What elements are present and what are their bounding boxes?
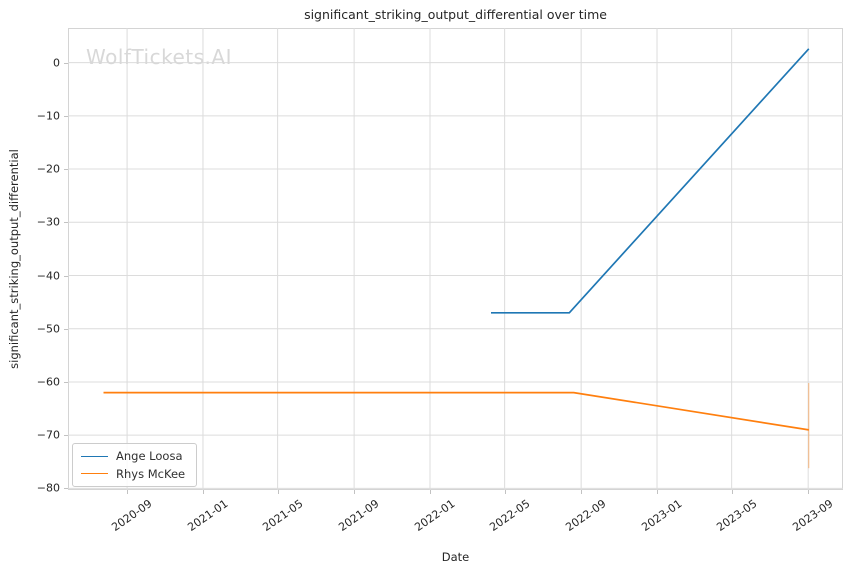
y-tick-label: −70 [36, 428, 60, 442]
x-tickmark [277, 490, 279, 494]
y-tick-label: −50 [36, 322, 60, 336]
y-tick-label: −80 [36, 481, 60, 495]
x-tickmark [808, 490, 810, 494]
y-tickmark [64, 381, 68, 383]
y-tickmark [64, 435, 68, 437]
x-tickmark [429, 490, 431, 494]
y-axis-label: significant_striking_output_differential [7, 149, 21, 369]
y-tickmark [64, 62, 68, 64]
x-tickmark [202, 490, 204, 494]
x-tickmark [581, 490, 583, 494]
y-tickmark [64, 328, 68, 330]
x-tickmark [657, 490, 659, 494]
legend-line-swatch-blue [81, 455, 108, 457]
y-tick-label: −20 [36, 162, 60, 176]
legend-line-swatch-orange [81, 473, 108, 475]
x-tickmark [504, 490, 506, 494]
y-tick-label: 0 [53, 56, 60, 70]
x-tickmark [127, 490, 129, 494]
series-line-rhys-mckee [103, 391, 809, 431]
y-tick-label: −30 [36, 215, 60, 229]
series-line-ange-loosa [491, 48, 810, 314]
legend-item-ange-loosa: Ange Loosa [81, 450, 185, 463]
plot-area [68, 28, 843, 490]
y-tickmark [64, 169, 68, 171]
y-tick-label: −60 [36, 375, 60, 389]
y-tickmark [64, 222, 68, 224]
y-tickmark [64, 275, 68, 277]
y-tick-label: −10 [36, 109, 60, 123]
legend-item-rhys-mckee: Rhys McKee [81, 466, 186, 481]
legend-box: Ange Loosa Rhys McKee [72, 443, 198, 488]
legend-label: Ange Loosa [116, 449, 183, 463]
x-tickmark [731, 490, 733, 494]
chart-title: significant_striking_output_differential… [304, 7, 607, 22]
y-tick-label: −40 [36, 269, 60, 282]
x-axis-label: Date [441, 550, 470, 564]
y-tickmark [64, 115, 68, 117]
x-tickmark [354, 490, 356, 494]
watermark-text: WolfTickets.AI [86, 45, 232, 69]
y-tickmark [64, 488, 68, 490]
legend-label: Rhys McKee [116, 466, 186, 481]
